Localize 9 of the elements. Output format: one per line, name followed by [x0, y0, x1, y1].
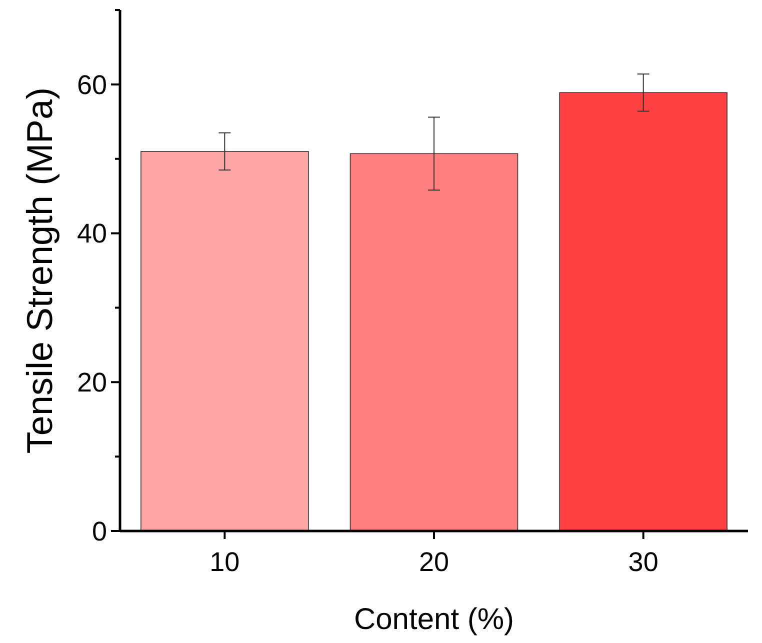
- y-tick-label: 20: [76, 368, 107, 398]
- x-axis-title: Content (%): [354, 603, 514, 636]
- y-tick-label: 0: [92, 516, 107, 546]
- y-axis-title: Tensile Strength (MPa): [19, 87, 60, 454]
- y-tick-label: 40: [76, 218, 107, 249]
- x-tick-label: 10: [210, 547, 240, 577]
- y-tick-label: 60: [76, 70, 107, 100]
- x-tick-label: 30: [628, 547, 658, 577]
- x-tick-label: 20: [418, 547, 450, 577]
